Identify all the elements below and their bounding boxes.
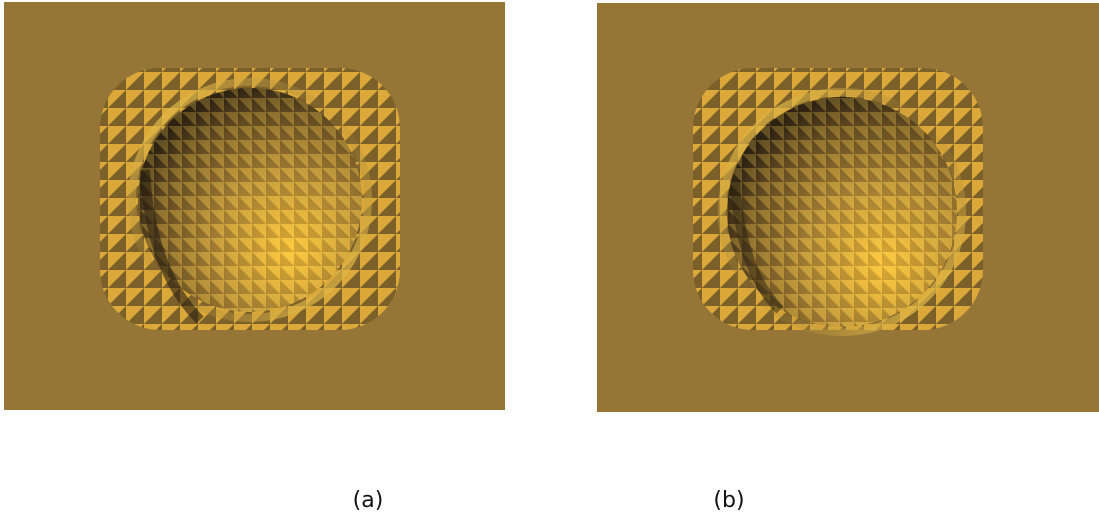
caption: (b) [713, 488, 744, 513]
caption: (a) [353, 488, 384, 513]
page: (a) (b) (() => { const data = JSON.parse… [0, 0, 1099, 522]
panel-a: (a) [4, 2, 505, 513]
figure: (a) (b) [0, 0, 1099, 522]
panel-b: (b) [597, 3, 1099, 513]
